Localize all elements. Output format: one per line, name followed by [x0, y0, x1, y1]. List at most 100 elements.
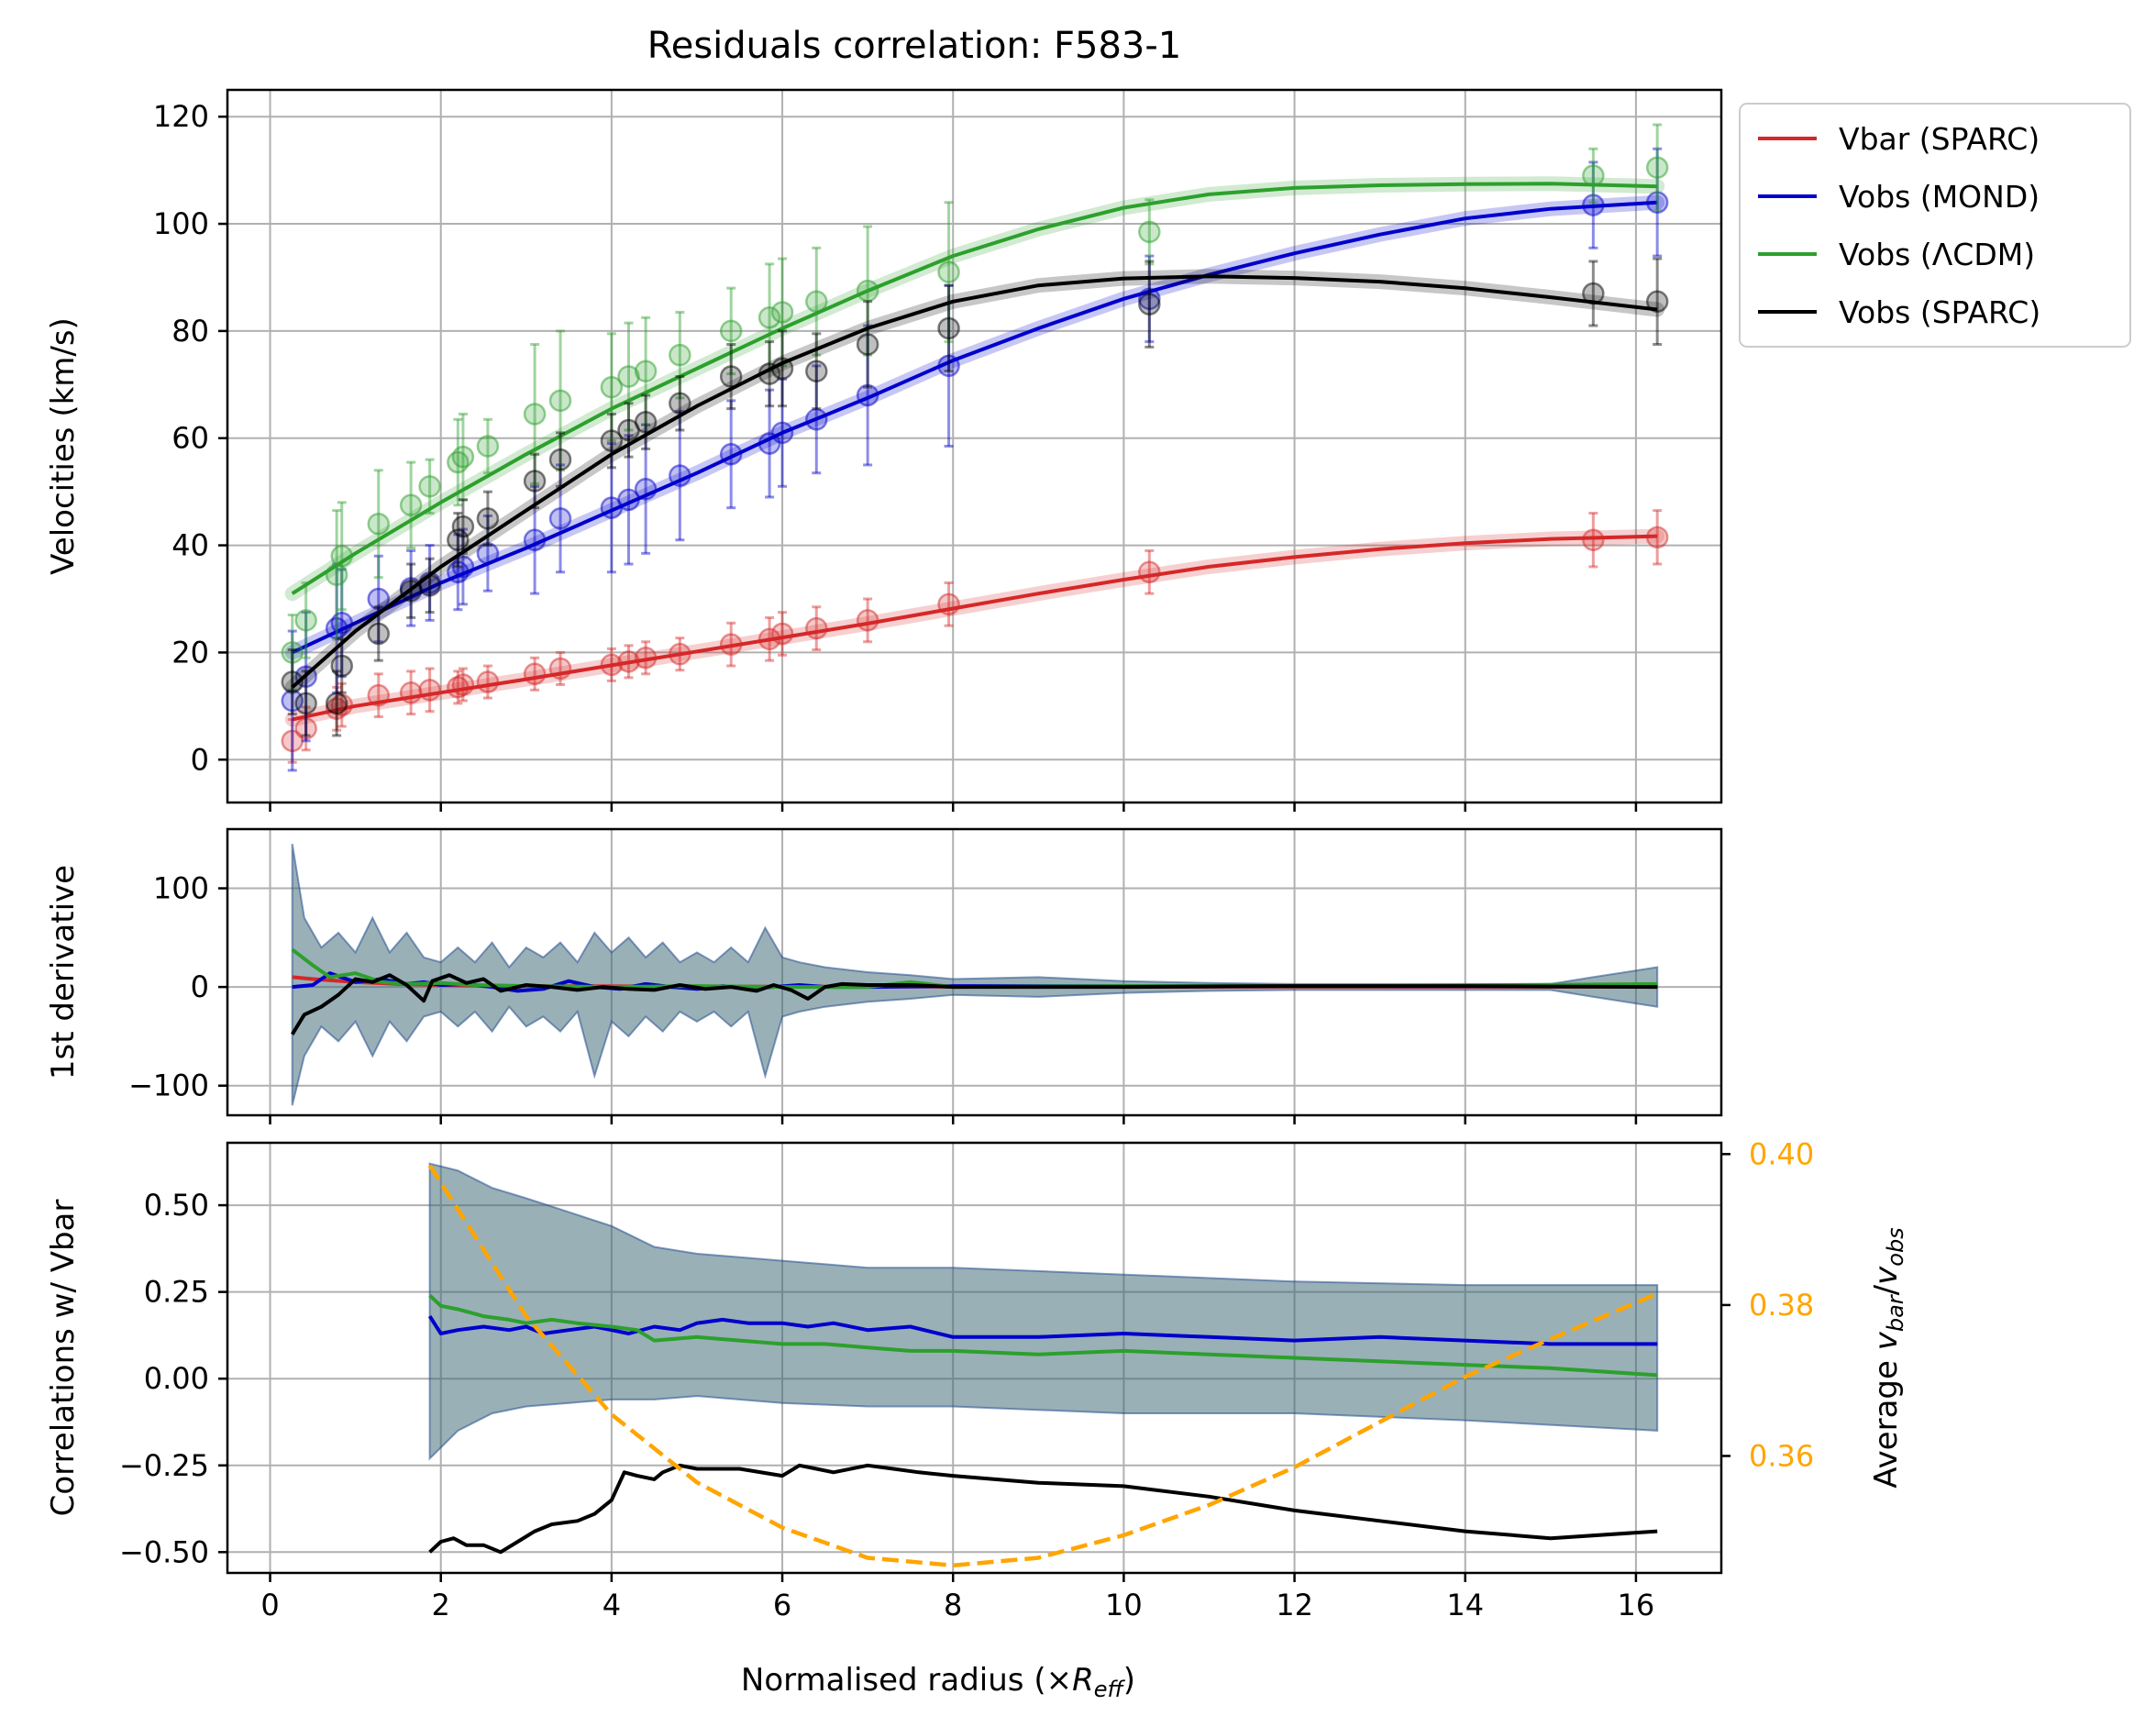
y-axis-tick-label: −0.50 [119, 1534, 209, 1569]
line-lcdm [428, 1293, 1658, 1378]
uncertainty-band-overlap [429, 1163, 1658, 1459]
y-axis: −0.50 −0.25 0.00 0.25 0.50 Correlations w/ Vb… [45, 1188, 227, 1569]
panel-data [290, 843, 1659, 1106]
data-point-mond [281, 689, 304, 713]
right-axis-label: Average vbar/vobs [1868, 1227, 1908, 1488]
x-axis-tick-label: 2 [432, 1588, 450, 1622]
data-point-sparc [476, 507, 500, 530]
data-point-lcdm [617, 365, 640, 388]
right-axis-tick-label: 0.36 [1749, 1438, 1814, 1473]
right-axis-label-s1: bar [1883, 1293, 1908, 1332]
panel-grid [227, 90, 1721, 803]
data-point-lcdm [937, 260, 960, 283]
fit-line-vbar [292, 534, 1658, 722]
uncertainty-band-overlap [292, 844, 1658, 1106]
x-axis-tick-label: 0 [260, 1588, 279, 1622]
x-axis-label-subscript: eff [1094, 1677, 1126, 1702]
data-point-lcdm [1138, 220, 1161, 244]
legend-box [1739, 103, 2131, 348]
x-axis [269, 803, 1638, 812]
y-axis: −100 0 100 1st derivative [45, 865, 227, 1103]
data-point-lcdm [1645, 156, 1669, 179]
uncertainty-band-mond [428, 1162, 1659, 1461]
data-point-lcdm [1582, 164, 1605, 187]
series-vbar [281, 509, 1669, 764]
legend-label-vbar: Vbar (SPARC) [1839, 121, 2040, 157]
x-axis-label: Normalised radius (×Reff) [741, 1662, 1135, 1702]
data-point-lcdm [451, 445, 475, 469]
data-point-lcdm [523, 403, 547, 426]
panel-data [281, 123, 1669, 772]
panel-frame [226, 827, 1723, 1117]
data-point-mond [367, 587, 391, 611]
data-point-sparc [856, 333, 879, 356]
data-point-sparc [719, 365, 743, 388]
y-axis-tick-label: 100 [153, 871, 209, 906]
y-axis-tick-label: 40 [171, 528, 209, 563]
y-axis-tick-label: −0.25 [119, 1448, 209, 1483]
y-axis-tick-label: 0.00 [144, 1361, 209, 1396]
data-point-mond [548, 507, 572, 530]
x-axis [269, 1115, 1638, 1124]
data-point-sparc [294, 692, 317, 715]
x-axis-tick-label: 8 [944, 1588, 962, 1622]
panel-frame [226, 88, 1723, 804]
y-axis-label: Velocities (km/s) [45, 317, 82, 575]
x-axis: 0 2 4 6 8 10 12 14 16 [260, 1573, 1654, 1622]
data-point-vbar [805, 616, 828, 640]
data-point-vbar [281, 729, 304, 753]
line-sparc [290, 973, 1658, 1035]
data-point-lcdm [399, 493, 423, 517]
y-axis-tick-label: 0.50 [144, 1188, 209, 1223]
y-axis-tick-label: 0 [191, 969, 209, 1004]
data-point-lcdm [418, 475, 441, 498]
x-axis-tick-label: 16 [1618, 1588, 1655, 1622]
panel-data [427, 1162, 1659, 1568]
line-ratio-dashed [427, 1164, 1659, 1568]
right-axis-label-s2: obs [1883, 1227, 1908, 1266]
data-point-vbar [1582, 528, 1605, 551]
data-point-lcdm [281, 641, 304, 664]
x-axis-tick-label: 12 [1276, 1588, 1313, 1622]
data-point-sparc [447, 528, 470, 551]
data-point-lcdm [476, 435, 500, 458]
x-axis-tick-label: 4 [603, 1588, 621, 1622]
data-point-lcdm [669, 343, 691, 367]
fit-line-sparc [291, 274, 1658, 689]
legend-label-lcdm: Vobs (ΛCDM) [1839, 237, 2035, 272]
x-axis-tick-label: 6 [773, 1588, 791, 1622]
data-point-sparc [281, 670, 304, 693]
data-point-sparc [600, 429, 624, 452]
data-point-lcdm [294, 609, 317, 632]
fit-line-mond [291, 200, 1658, 655]
panel-frame [226, 1141, 1723, 1575]
x-axis-label-symbol: R [1072, 1662, 1094, 1699]
x-axis-tick-label: 14 [1446, 1588, 1484, 1622]
fit-line-lcdm [291, 182, 1658, 595]
data-point-lcdm [548, 389, 572, 413]
panel-derivative: −100 0 100 1st derivative [45, 827, 1723, 1124]
data-point-sparc [1645, 290, 1669, 314]
right-axis-label-v1: v [1868, 1331, 1905, 1350]
line-sparc [428, 1463, 1658, 1555]
uncertainty-band-lcdm [428, 1162, 1659, 1461]
data-point-sparc [1138, 293, 1161, 316]
right-axis-tick-label: 0.40 [1749, 1136, 1814, 1171]
uncertainty-band-mond [291, 843, 1659, 1106]
data-point-lcdm [367, 512, 391, 536]
series-mond [281, 147, 1669, 772]
data-point-sparc [634, 410, 658, 434]
right-axis-label-v2: v [1868, 1266, 1905, 1285]
legend: Vbar (SPARC) Vobs (MOND) Vobs (ΛCDM) Vobs (… [1739, 103, 2131, 348]
y-axis-tick-label: 20 [171, 635, 209, 670]
series-sparc [281, 257, 1669, 737]
x-axis-tick-label: 10 [1105, 1588, 1143, 1622]
data-point-sparc [523, 470, 547, 493]
data-point-vbar [294, 717, 317, 740]
data-point-sparc [330, 654, 353, 678]
data-point-sparc [325, 692, 348, 715]
data-point-vbar [856, 609, 879, 632]
